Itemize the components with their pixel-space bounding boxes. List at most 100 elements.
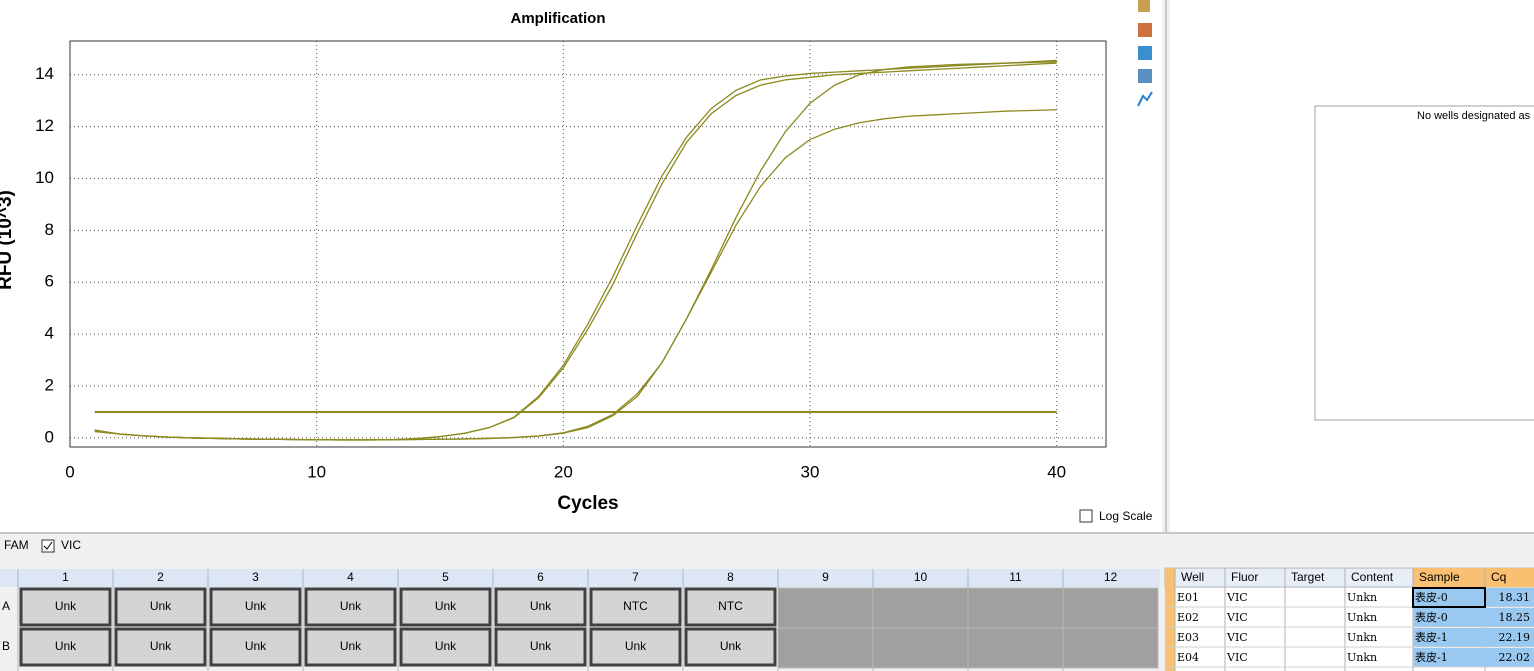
tool-icon[interactable] (1138, 23, 1152, 37)
well-label[interactable]: Unk (435, 599, 457, 613)
x-axis-label: Cycles (557, 493, 618, 514)
well[interactable] (209, 587, 302, 627)
message-box (1314, 105, 1534, 421)
table-cell: E04 (1177, 651, 1199, 664)
well[interactable] (399, 587, 492, 627)
y-tick-label: 6 (45, 272, 54, 291)
table-cell: 18.25 (1499, 611, 1531, 624)
sample-cell (1413, 648, 1534, 667)
empty-well (1062, 627, 1159, 669)
tool-icon[interactable] (1138, 0, 1150, 12)
well[interactable] (304, 627, 397, 667)
plate-column: 5 (442, 570, 449, 584)
selected-cell (1412, 587, 1486, 608)
well-label[interactable]: Unk (340, 639, 362, 653)
y-tick-label: 4 (45, 324, 54, 343)
table-cell: VIC (1226, 591, 1248, 604)
log-scale-checkbox[interactable] (1079, 509, 1093, 523)
table-cell: Unkn (1347, 651, 1377, 664)
y-tick-label: 0 (45, 427, 54, 446)
empty-well (1062, 587, 1159, 629)
sample-cell (1413, 608, 1534, 627)
well-label[interactable]: Unk (435, 639, 457, 653)
column-header[interactable]: Fluor (1231, 570, 1258, 584)
well-label[interactable]: Unk (150, 639, 172, 653)
y-tick-label: 2 (45, 376, 54, 395)
log-scale-label[interactable]: Log Scale (1099, 509, 1153, 523)
well-label[interactable]: NTC (718, 599, 743, 613)
plot-frame (69, 40, 1107, 448)
well[interactable] (494, 627, 587, 667)
table-cell: 表皮-0 (1415, 610, 1448, 624)
empty-well (967, 627, 1064, 669)
well[interactable] (19, 627, 112, 667)
fluor-label[interactable]: VIC (61, 538, 81, 552)
empty-well (967, 587, 1064, 629)
chart-title: Amplification (510, 10, 605, 27)
well[interactable] (684, 587, 777, 627)
column-header[interactable]: Target (1291, 570, 1325, 584)
plate-column: 2 (157, 570, 164, 584)
well-label[interactable]: NTC (623, 599, 648, 613)
well[interactable] (684, 627, 777, 667)
plate-column: 6 (537, 570, 544, 584)
check (43, 541, 53, 550)
column-header[interactable]: Content (1351, 570, 1394, 584)
well-label[interactable]: Unk (150, 599, 172, 613)
message: No wells designated as S (1417, 110, 1534, 122)
plate-column: 12 (1104, 570, 1118, 584)
table-cell: E02 (1177, 611, 1199, 624)
plate-row-label: A (2, 599, 10, 613)
x-tick-label: 40 (1047, 462, 1066, 481)
table-cell: 表皮-1 (1415, 630, 1448, 644)
well-label[interactable]: Unk (245, 639, 267, 653)
x-tick-label: 10 (307, 462, 326, 481)
table-cell: VIC (1226, 651, 1248, 664)
empty-well (777, 587, 874, 629)
well-label[interactable]: Unk (340, 599, 362, 613)
sample-cell (1413, 628, 1534, 647)
column-header[interactable]: Sample (1419, 570, 1460, 584)
tool-icon[interactable] (1137, 91, 1153, 107)
tool-icon[interactable] (1138, 46, 1152, 60)
fluor-checkbox[interactable] (41, 539, 55, 553)
table-cell: 18.31 (1499, 591, 1531, 604)
plate-column: 4 (347, 570, 354, 584)
well[interactable] (589, 627, 682, 667)
curve (94, 109, 1057, 441)
column-header[interactable]: Well (1181, 570, 1204, 584)
well-label[interactable]: Unk (55, 639, 77, 653)
plate-column: 7 (632, 570, 639, 584)
row-marker (1165, 568, 1175, 671)
y-tick-label: 14 (35, 64, 54, 83)
well[interactable] (304, 587, 397, 627)
column-header[interactable]: Cq (1491, 570, 1506, 584)
well[interactable] (19, 587, 112, 627)
well-label[interactable]: Unk (530, 639, 552, 653)
well[interactable] (589, 587, 682, 627)
well-label[interactable]: Unk (720, 639, 742, 653)
table-cell: 表皮-1 (1415, 650, 1448, 664)
well[interactable] (114, 587, 207, 627)
plate-column: 1 (62, 570, 69, 584)
y-tick-label: 10 (35, 168, 54, 187)
well-label[interactable]: Unk (625, 639, 647, 653)
well[interactable] (494, 587, 587, 627)
table-cell: E03 (1177, 631, 1199, 644)
plate-column: 9 (822, 570, 829, 584)
well[interactable] (114, 627, 207, 667)
tool-icon[interactable] (1138, 69, 1152, 83)
well-label[interactable]: Unk (55, 599, 77, 613)
fluor-label[interactable]: FAM (4, 538, 29, 552)
well[interactable] (399, 627, 492, 667)
plate-header (0, 569, 1160, 587)
table-cell: Unkn (1347, 611, 1377, 624)
table-cell: 表皮-0 (1415, 590, 1448, 604)
table-cell: VIC (1226, 611, 1248, 624)
empty-well (777, 627, 874, 669)
well[interactable] (209, 627, 302, 667)
well-label[interactable]: Unk (530, 599, 552, 613)
table-cell: Unkn (1347, 631, 1377, 644)
well-label[interactable]: Unk (245, 599, 267, 613)
